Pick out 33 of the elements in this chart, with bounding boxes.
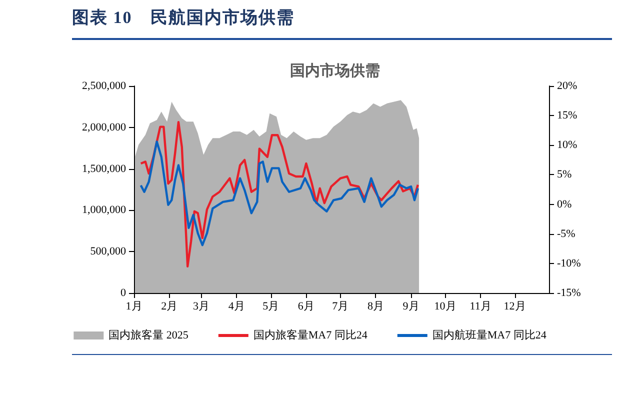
x-tick-label: 12月	[504, 300, 526, 312]
x-tick-label: 6月	[298, 300, 314, 312]
y2-tick-label: 0%	[557, 198, 572, 210]
chart-title: 图表 10 民航国内市场供需	[72, 7, 294, 29]
y2-tick-label: -10%	[557, 257, 581, 270]
chart-subtitle: 国内市场供需	[290, 62, 380, 80]
y2-tick-label: 20%	[557, 80, 578, 92]
legend-label: 国内旅客量 2025	[108, 328, 189, 342]
y2-tick-label: -15%	[557, 287, 581, 299]
x-tick-label: 1月	[126, 300, 142, 312]
x-tick-label: 10月	[434, 300, 456, 312]
x-tick-label: 5月	[262, 300, 280, 312]
legend-label: 国内航班量MA7 同比24	[432, 328, 547, 342]
y-tick-label: 2,500,000	[82, 80, 126, 92]
x-tick-label: 4月	[228, 300, 245, 312]
x-tick-label: 11月	[470, 300, 492, 312]
y-tick-label: 1,500,000	[82, 162, 126, 175]
x-tick-label: 3月	[193, 300, 210, 312]
x-tick-label: 7月	[332, 300, 349, 312]
line-series	[140, 140, 419, 246]
legend-label: 国内旅客量MA7 同比24	[253, 328, 368, 342]
y2-tick-label: 5%	[557, 168, 572, 181]
y2-tick-label: 10%	[557, 139, 578, 152]
line-series	[140, 120, 419, 268]
y-tick-label: 1,000,000	[82, 204, 126, 216]
x-tick-label: 2月	[161, 300, 178, 312]
y-tick-label: 0	[120, 287, 126, 299]
y2-tick-label: -5%	[557, 228, 576, 240]
x-tick-label: 8月	[367, 300, 384, 312]
x-tick-label: 9月	[402, 300, 420, 312]
y2-tick-label: 15%	[557, 110, 578, 122]
y-tick-label: 2,000,000	[82, 121, 126, 134]
y-tick-label: 500,000	[90, 246, 126, 258]
